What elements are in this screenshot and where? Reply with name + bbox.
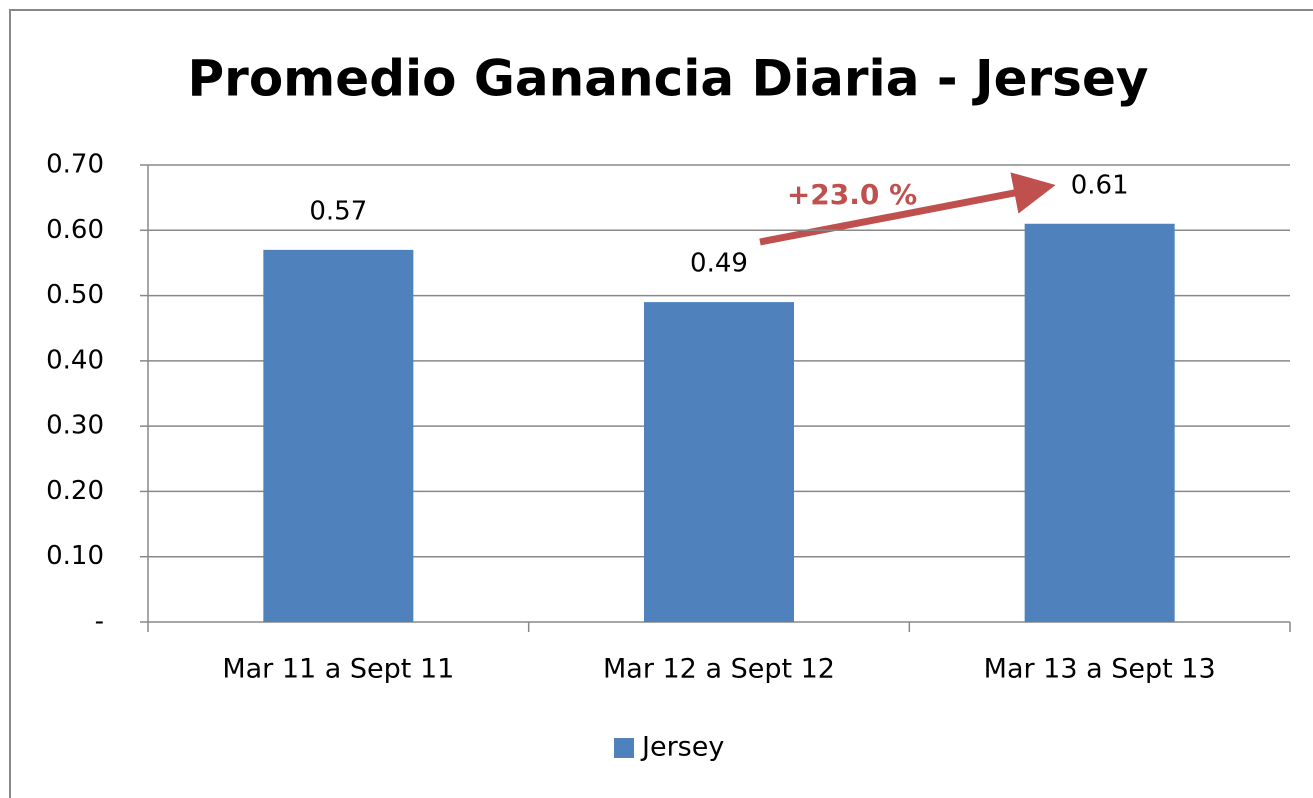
data-label: 0.57 xyxy=(309,196,367,226)
bar xyxy=(263,249,414,622)
y-tick-label: 0.50 xyxy=(46,280,104,310)
legend-label: Jersey xyxy=(640,732,724,763)
y-tick-label: 0.40 xyxy=(46,345,104,375)
y-tick-label: 0.20 xyxy=(46,476,104,506)
y-tick-label: 0.60 xyxy=(46,215,104,245)
data-label: 0.61 xyxy=(1071,170,1129,200)
annotation: +23.0 % xyxy=(787,178,917,211)
x-tick-label: Mar 13 a Sept 13 xyxy=(984,654,1216,685)
legend-swatch xyxy=(614,738,634,758)
x-tick-label: Mar 12 a Sept 12 xyxy=(603,654,835,685)
x-tick-label: Mar 11 a Sept 11 xyxy=(222,654,454,685)
bar xyxy=(1024,223,1175,622)
y-tick-label: 0.10 xyxy=(46,541,104,571)
y-tick-label: - xyxy=(95,607,104,637)
annotation-arrow xyxy=(759,172,1056,246)
bar xyxy=(644,302,794,622)
data-label: 0.49 xyxy=(690,249,748,279)
y-tick-label: 0.30 xyxy=(46,411,104,441)
chart-title: Promedio Ganancia Diaria - Jersey xyxy=(188,50,1149,108)
y-tick-label: 0.70 xyxy=(46,150,104,180)
